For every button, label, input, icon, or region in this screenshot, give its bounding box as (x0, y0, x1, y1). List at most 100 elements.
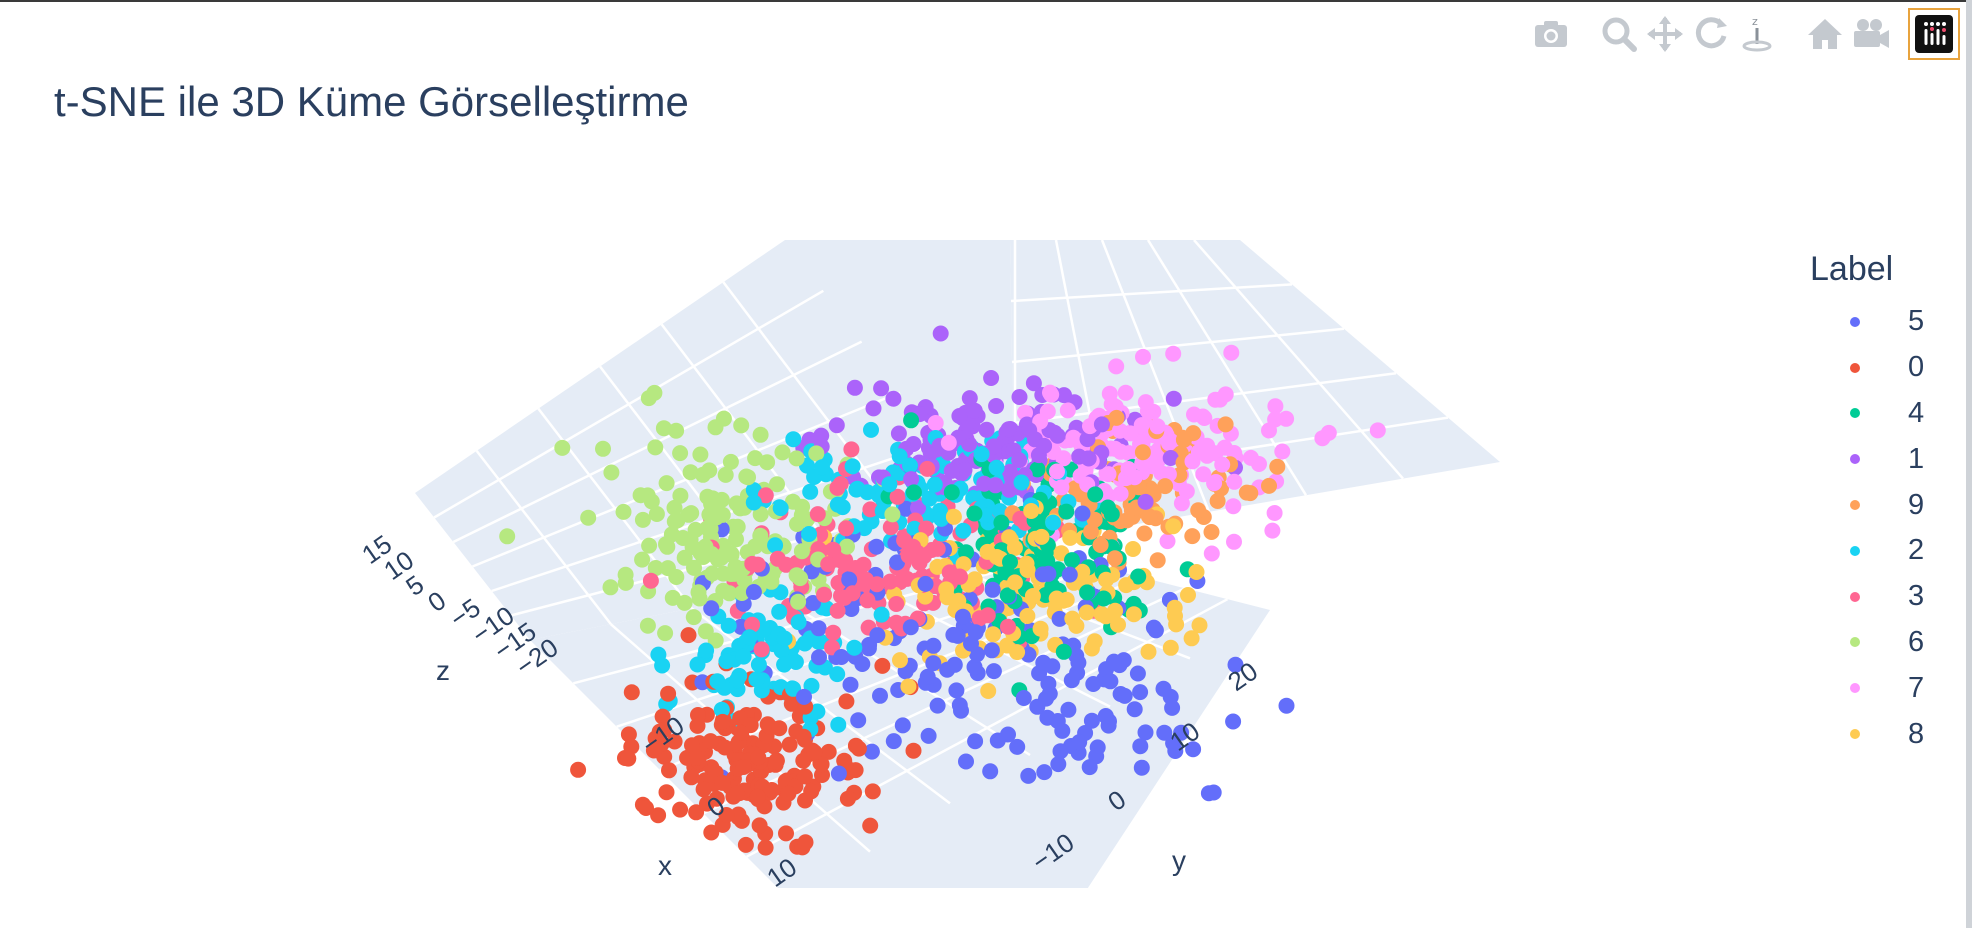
legend-label: 9 (1908, 488, 1925, 521)
legend-item-9[interactable]: 9 (1810, 482, 1960, 528)
data-point-label-8 (1009, 644, 1026, 661)
data-point-label-2 (846, 639, 863, 656)
data-point-label-0 (729, 785, 746, 802)
legend-item-0[interactable]: 0 (1810, 345, 1960, 391)
data-point-label-8 (900, 678, 917, 695)
back-plane-left (415, 240, 1015, 640)
legend-item-5[interactable]: 5 (1810, 299, 1960, 345)
data-point-label-6 (683, 505, 700, 522)
data-point-label-0 (689, 749, 705, 766)
legend-item-4[interactable]: 4 (1810, 391, 1960, 437)
data-point-label-4 (1058, 503, 1075, 520)
data-point-label-6 (658, 475, 675, 492)
turntable-rotation-icon[interactable]: z (1734, 11, 1780, 57)
data-point-label-7 (1266, 505, 1283, 521)
data-point-label-6 (640, 390, 657, 407)
data-point-label-1 (1049, 427, 1066, 444)
data-point-label-5 (885, 733, 902, 750)
data-point-label-3 (843, 441, 860, 458)
data-point-label-3 (809, 506, 826, 523)
legend-item-1[interactable]: 1 (1810, 436, 1960, 482)
data-point-label-3 (769, 550, 786, 567)
data-point-label-3 (971, 610, 988, 627)
reset-camera-icon[interactable] (1802, 11, 1848, 57)
data-point-label-3 (744, 555, 761, 572)
data-point-label-7 (1135, 348, 1151, 365)
data-point-label-5 (1052, 743, 1069, 760)
legend-item-6[interactable]: 6 (1810, 620, 1960, 666)
data-point-label-7 (1214, 456, 1231, 473)
data-point-label-9 (1149, 552, 1166, 569)
data-point-label-0 (862, 817, 879, 834)
data-point-label-6 (732, 500, 749, 517)
legend-item-7[interactable]: 7 (1810, 665, 1960, 711)
data-point-label-3 (900, 547, 917, 564)
data-point-label-0 (666, 733, 683, 750)
legend-item-8[interactable]: 8 (1810, 711, 1960, 757)
data-point-label-5 (894, 717, 911, 734)
data-point-label-0 (806, 744, 823, 761)
data-point-label-8 (1032, 620, 1049, 637)
data-point-label-5 (902, 619, 919, 636)
data-point-label-7 (1111, 422, 1128, 439)
data-point-label-1 (1021, 422, 1038, 439)
data-point-label-6 (733, 417, 750, 434)
data-point-label-2 (772, 584, 789, 601)
data-point-label-3 (882, 519, 899, 536)
window-scrollbar[interactable] (1966, 0, 1972, 928)
legend-marker (1850, 637, 1860, 648)
data-point-label-5 (1040, 565, 1057, 582)
data-point-label-8 (1024, 588, 1041, 604)
data-point-label-6 (752, 506, 769, 523)
data-point-label-9 (1190, 502, 1207, 519)
data-point-label-1 (890, 425, 907, 442)
data-point-label-8 (979, 543, 996, 560)
data-point-label-1 (978, 421, 995, 438)
data-point-label-1 (943, 462, 960, 479)
data-point-label-0 (650, 807, 667, 824)
grid-line (1012, 371, 1397, 425)
data-point-label-0 (683, 769, 700, 786)
data-point-label-6 (647, 560, 664, 576)
camera-icon[interactable] (1528, 11, 1574, 57)
data-point-label-5 (985, 663, 1002, 680)
data-point-label-0 (838, 693, 855, 710)
pan-icon[interactable] (1642, 11, 1688, 57)
data-point-label-3 (820, 556, 837, 573)
data-point-label-2 (873, 606, 890, 623)
data-point-label-5 (872, 687, 888, 704)
last-saved-camera-icon[interactable] (1848, 11, 1894, 57)
legend-item-2[interactable]: 2 (1810, 528, 1960, 574)
data-point-label-2 (891, 448, 908, 465)
z-axis-title: z (436, 655, 450, 686)
data-point-label-5 (948, 682, 965, 699)
legend-item-3[interactable]: 3 (1810, 574, 1960, 620)
data-point-label-8 (1064, 610, 1081, 627)
data-point-label-5 (1009, 738, 1026, 755)
data-point-label-0 (703, 824, 720, 841)
data-point-label-5 (1164, 699, 1181, 716)
data-point-label-5 (946, 656, 963, 673)
data-point-label-5 (841, 571, 858, 588)
data-point-label-5 (925, 637, 942, 654)
data-point-label-8 (1062, 529, 1079, 546)
data-point-label-3 (757, 487, 774, 504)
data-point-label-5 (966, 659, 983, 675)
zoom-icon[interactable] (1596, 11, 1642, 57)
data-point-label-2 (776, 656, 793, 673)
data-point-label-0 (658, 784, 675, 801)
data-point-label-2 (830, 716, 847, 733)
data-point-label-0 (749, 788, 766, 805)
data-point-label-5 (860, 640, 877, 657)
data-point-label-2 (1013, 474, 1030, 491)
data-point-label-1 (828, 417, 845, 434)
plotly-logo[interactable] (1908, 8, 1960, 60)
data-point-label-6 (672, 487, 689, 504)
data-point-label-5 (967, 733, 984, 750)
orbit-rotation-icon[interactable] (1688, 11, 1734, 57)
data-point-label-1 (910, 500, 926, 516)
data-point-label-8 (1006, 574, 1023, 591)
data-point-label-4 (1079, 584, 1096, 601)
data-point-label-0 (905, 742, 922, 759)
